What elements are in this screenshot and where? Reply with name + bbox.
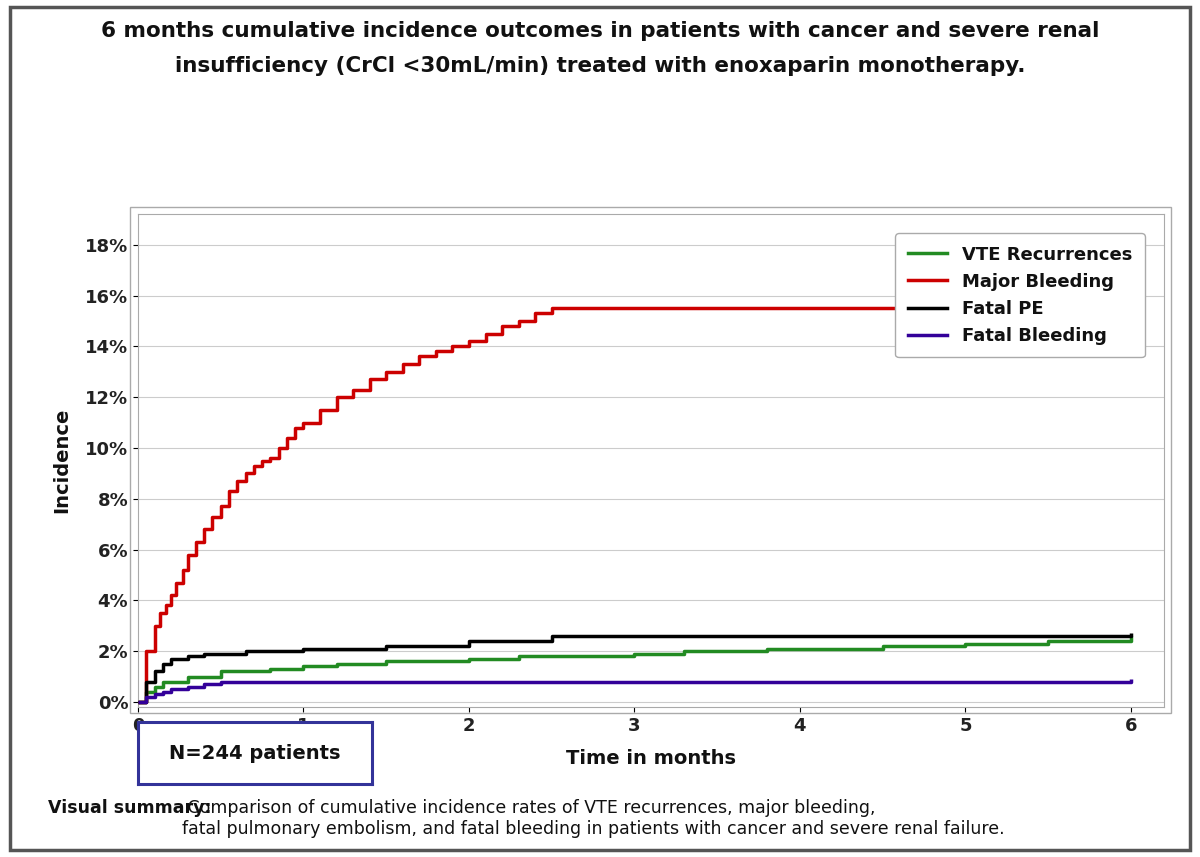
Text: 6 months cumulative incidence outcomes in patients with cancer and severe renal: 6 months cumulative incidence outcomes i… (101, 21, 1099, 41)
Text: insufficiency (CrCl <30mL/min) treated with enoxaparin monotherapy.: insufficiency (CrCl <30mL/min) treated w… (175, 56, 1025, 75)
X-axis label: Time in months: Time in months (566, 749, 736, 768)
Text: Comparison of cumulative incidence rates of VTE recurrences, major bleeding,
fat: Comparison of cumulative incidence rates… (182, 799, 1006, 837)
Legend: VTE Recurrences, Major Bleeding, Fatal PE, Fatal Bleeding: VTE Recurrences, Major Bleeding, Fatal P… (895, 233, 1145, 357)
Y-axis label: Incidence: Incidence (52, 408, 71, 513)
Text: N=244 patients: N=244 patients (169, 744, 341, 763)
Text: Visual summary:: Visual summary: (48, 799, 211, 817)
